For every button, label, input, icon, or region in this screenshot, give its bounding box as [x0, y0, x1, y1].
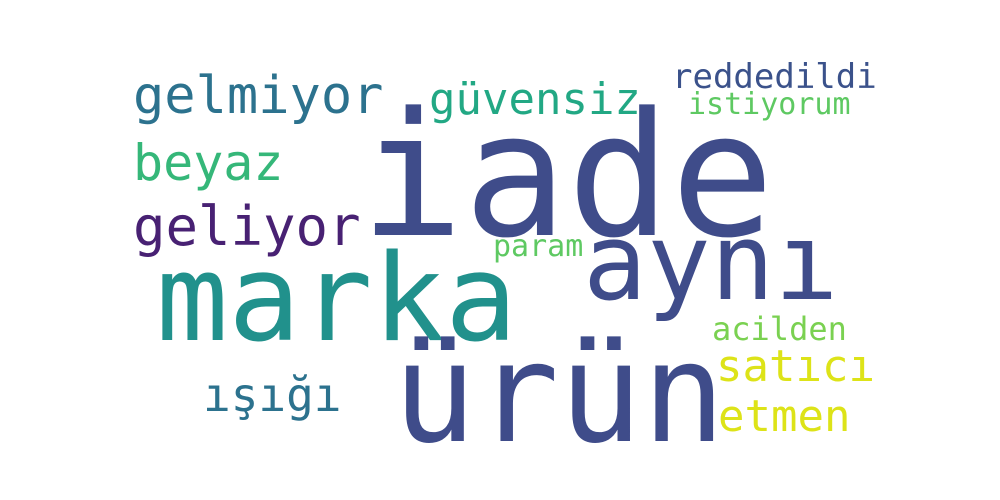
word-istiyorum: istiyorum — [688, 87, 851, 122]
word-beyaz: beyaz — [133, 134, 284, 192]
word-geliyor: geliyor — [133, 195, 361, 258]
word-ayni: aynı — [583, 201, 839, 324]
word-gelmiyor: gelmiyor — [133, 66, 384, 126]
word-urun: ürün — [393, 313, 726, 474]
word-guvensiz: güvensiz — [429, 74, 641, 125]
word-isigi: ışığı — [203, 368, 342, 422]
word-acilden: acilden — [712, 310, 847, 348]
word-satici: satıcı — [716, 341, 875, 392]
word-param: param — [493, 229, 584, 264]
word-marka: marka — [156, 230, 518, 369]
word-reddedildi: reddedildi — [672, 57, 877, 97]
word-etmen: etmen — [718, 391, 851, 442]
word-iade: iade — [360, 75, 775, 276]
